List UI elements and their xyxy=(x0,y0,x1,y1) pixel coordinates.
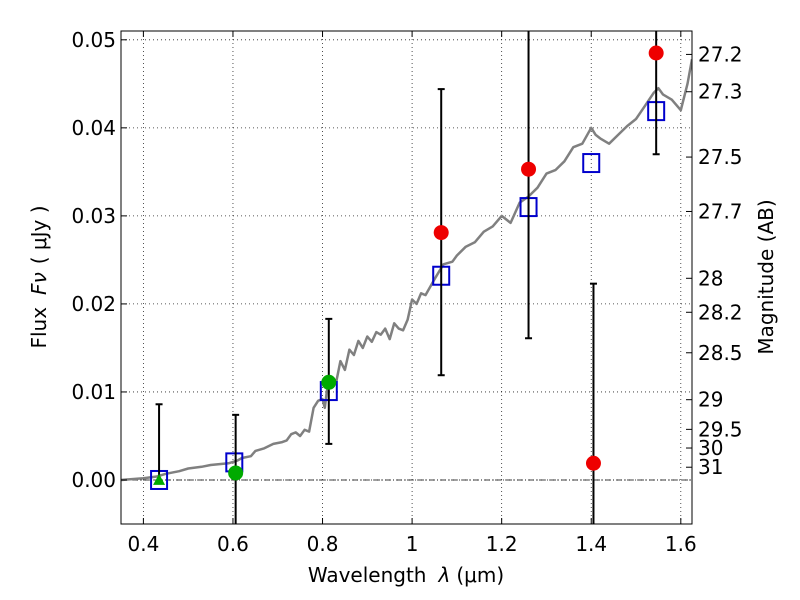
x-tick-label: 0.8 xyxy=(307,532,339,556)
y-axis-label: Flux Fν ( μJy ) xyxy=(27,205,51,348)
y-tick-label: 0.00 xyxy=(71,468,116,492)
x-axis-label: Wavelength λ (μm) xyxy=(308,563,504,587)
y2-axis-label: Magnitude (AB) xyxy=(754,199,778,354)
y-axis-label-unit: ( μJy ) xyxy=(27,205,51,264)
y2-tick-label: 27.2 xyxy=(698,42,743,66)
series-layer xyxy=(121,58,692,482)
model-sed-line xyxy=(121,58,692,482)
markers-layer xyxy=(150,31,666,524)
y-axis-label-prefix: Flux xyxy=(27,307,51,349)
y-tick-label: 0.02 xyxy=(71,292,116,316)
x-tick-label: 1.4 xyxy=(575,532,607,556)
y2-tick-label: 29 xyxy=(698,388,723,412)
x-tick-label: 1.6 xyxy=(665,532,697,556)
observed-green-point xyxy=(321,374,337,390)
y2-tick-label: 30 xyxy=(698,436,723,460)
y-tick-label: 0.05 xyxy=(71,28,116,52)
y2-tick-label: 28.5 xyxy=(698,341,743,365)
plot-frame xyxy=(120,30,693,525)
y-axis-label-symbol: Fν xyxy=(27,272,51,295)
y2-tick-label: 27.5 xyxy=(698,145,743,169)
y2-tick-label: 27.3 xyxy=(698,80,743,104)
observed-red-point xyxy=(433,225,449,241)
y2-tick-label: 27.7 xyxy=(698,199,743,223)
x-tick-label: 0.6 xyxy=(217,532,249,556)
x-axis-label-prefix: Wavelength xyxy=(308,563,427,587)
x-axis-label-unit: (μm) xyxy=(456,563,504,587)
x-tick-label: 0.4 xyxy=(127,532,159,556)
y2-tick-label: 29.5 xyxy=(698,417,743,441)
observed-red-point xyxy=(521,161,537,177)
upper-limit-triangle xyxy=(153,473,166,485)
observed-red-point xyxy=(585,455,601,471)
ticks: 0.4 0.6 0.8 1 1.2 1.4 1.6 0.00 0.01 0.02 0.03 0.04 0… xyxy=(71,28,742,556)
plot-background xyxy=(121,31,692,524)
y2-tick-label: 28 xyxy=(698,266,723,290)
y-tick-label: 0.04 xyxy=(71,116,116,140)
y-tick-label: 0.01 xyxy=(71,380,116,404)
y2-tick-label: 28.2 xyxy=(698,300,743,324)
observed-green-point xyxy=(228,465,244,481)
x-tick-label: 1 xyxy=(406,532,419,556)
y-tick-label: 0.03 xyxy=(71,204,116,228)
x-tick-label: 1.2 xyxy=(486,532,518,556)
model-photometry-square xyxy=(582,153,601,174)
y2-tick-label: 31 xyxy=(698,455,723,479)
x-axis-label-symbol: λ xyxy=(438,563,451,587)
observed-red-point xyxy=(648,45,664,61)
